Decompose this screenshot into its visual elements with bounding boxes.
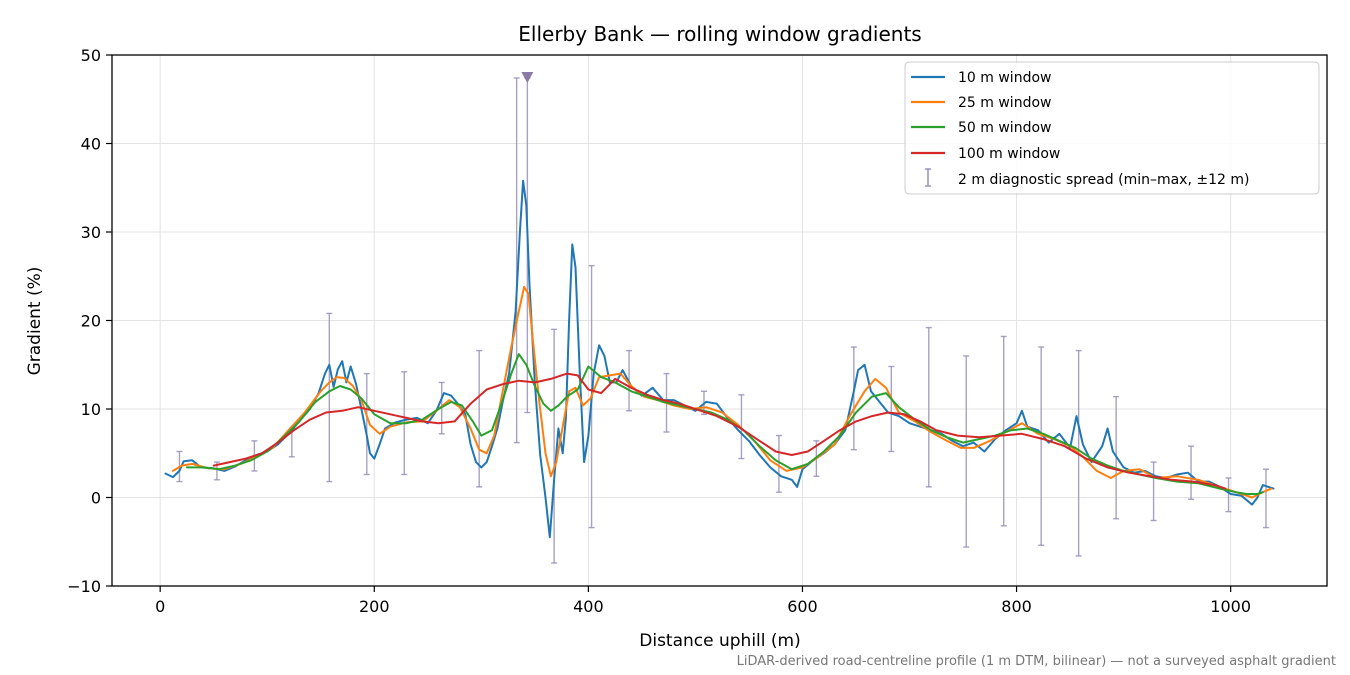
spread-errorbar xyxy=(551,328,558,564)
spread-errorbar xyxy=(963,355,970,548)
spread-errorbar xyxy=(775,434,782,493)
peak-marker-group xyxy=(521,72,534,84)
x-tick-label: 600 xyxy=(787,597,818,616)
peak-marker xyxy=(521,72,534,84)
legend-label-50m: 50 m window xyxy=(958,120,1051,136)
y-tick-label: 10 xyxy=(81,400,101,419)
spread-errorbar xyxy=(1262,468,1269,529)
legend-swatch-spread xyxy=(925,168,931,187)
spread-errorbar xyxy=(363,372,370,476)
spread-errorbar xyxy=(850,346,857,451)
x-tick-label: 1000 xyxy=(1210,597,1251,616)
y-axis-label: Gradient (%) xyxy=(25,267,45,376)
x-axis-label: Distance uphill (m) xyxy=(639,631,800,651)
series-line-w100 xyxy=(212,372,1227,490)
legend-label-spread: 2 m diagnostic spread (min–max, ±12 m) xyxy=(958,172,1249,188)
x-axis-ticks: 0 200 400 600 800 1000 xyxy=(155,586,1251,616)
x-tick-label: 800 xyxy=(1001,597,1032,616)
x-tick-label: 400 xyxy=(573,597,604,616)
y-tick-label: 50 xyxy=(81,46,101,65)
spread-errorbar xyxy=(1188,445,1195,500)
spread-errorbar xyxy=(1150,461,1157,522)
legend-box xyxy=(904,61,1320,195)
y-tick-label: −10 xyxy=(67,577,101,596)
legend-label-10m: 10 m window xyxy=(958,70,1051,86)
y-tick-label: 40 xyxy=(81,135,101,154)
series-lines xyxy=(164,179,1275,539)
footnote: LiDAR-derived road-centreline profile (1… xyxy=(737,654,1336,669)
spread-errorbar xyxy=(738,394,745,460)
spread-errorbar xyxy=(1225,477,1232,513)
y-axis-ticks: −10 0 10 20 30 40 50 xyxy=(67,46,112,596)
spread-errorbar xyxy=(1038,346,1045,546)
y-tick-label: 20 xyxy=(81,312,101,331)
spread-errorbar xyxy=(888,365,895,453)
x-tick-label: 0 xyxy=(155,597,165,616)
y-tick-label: 0 xyxy=(91,489,101,508)
legend-label-100m: 100 m window xyxy=(958,146,1060,162)
spread-errorbar xyxy=(925,326,932,488)
chart-title: Ellerby Bank — rolling window gradients xyxy=(518,22,921,46)
y-tick-label: 30 xyxy=(81,223,101,242)
x-tick-label: 200 xyxy=(359,597,390,616)
legend: 10 m window 25 m window 50 m window 100 … xyxy=(904,61,1320,195)
series-line-w10 xyxy=(164,179,1275,539)
legend-label-25m: 25 m window xyxy=(958,95,1051,111)
spread-errorbar xyxy=(326,312,333,483)
